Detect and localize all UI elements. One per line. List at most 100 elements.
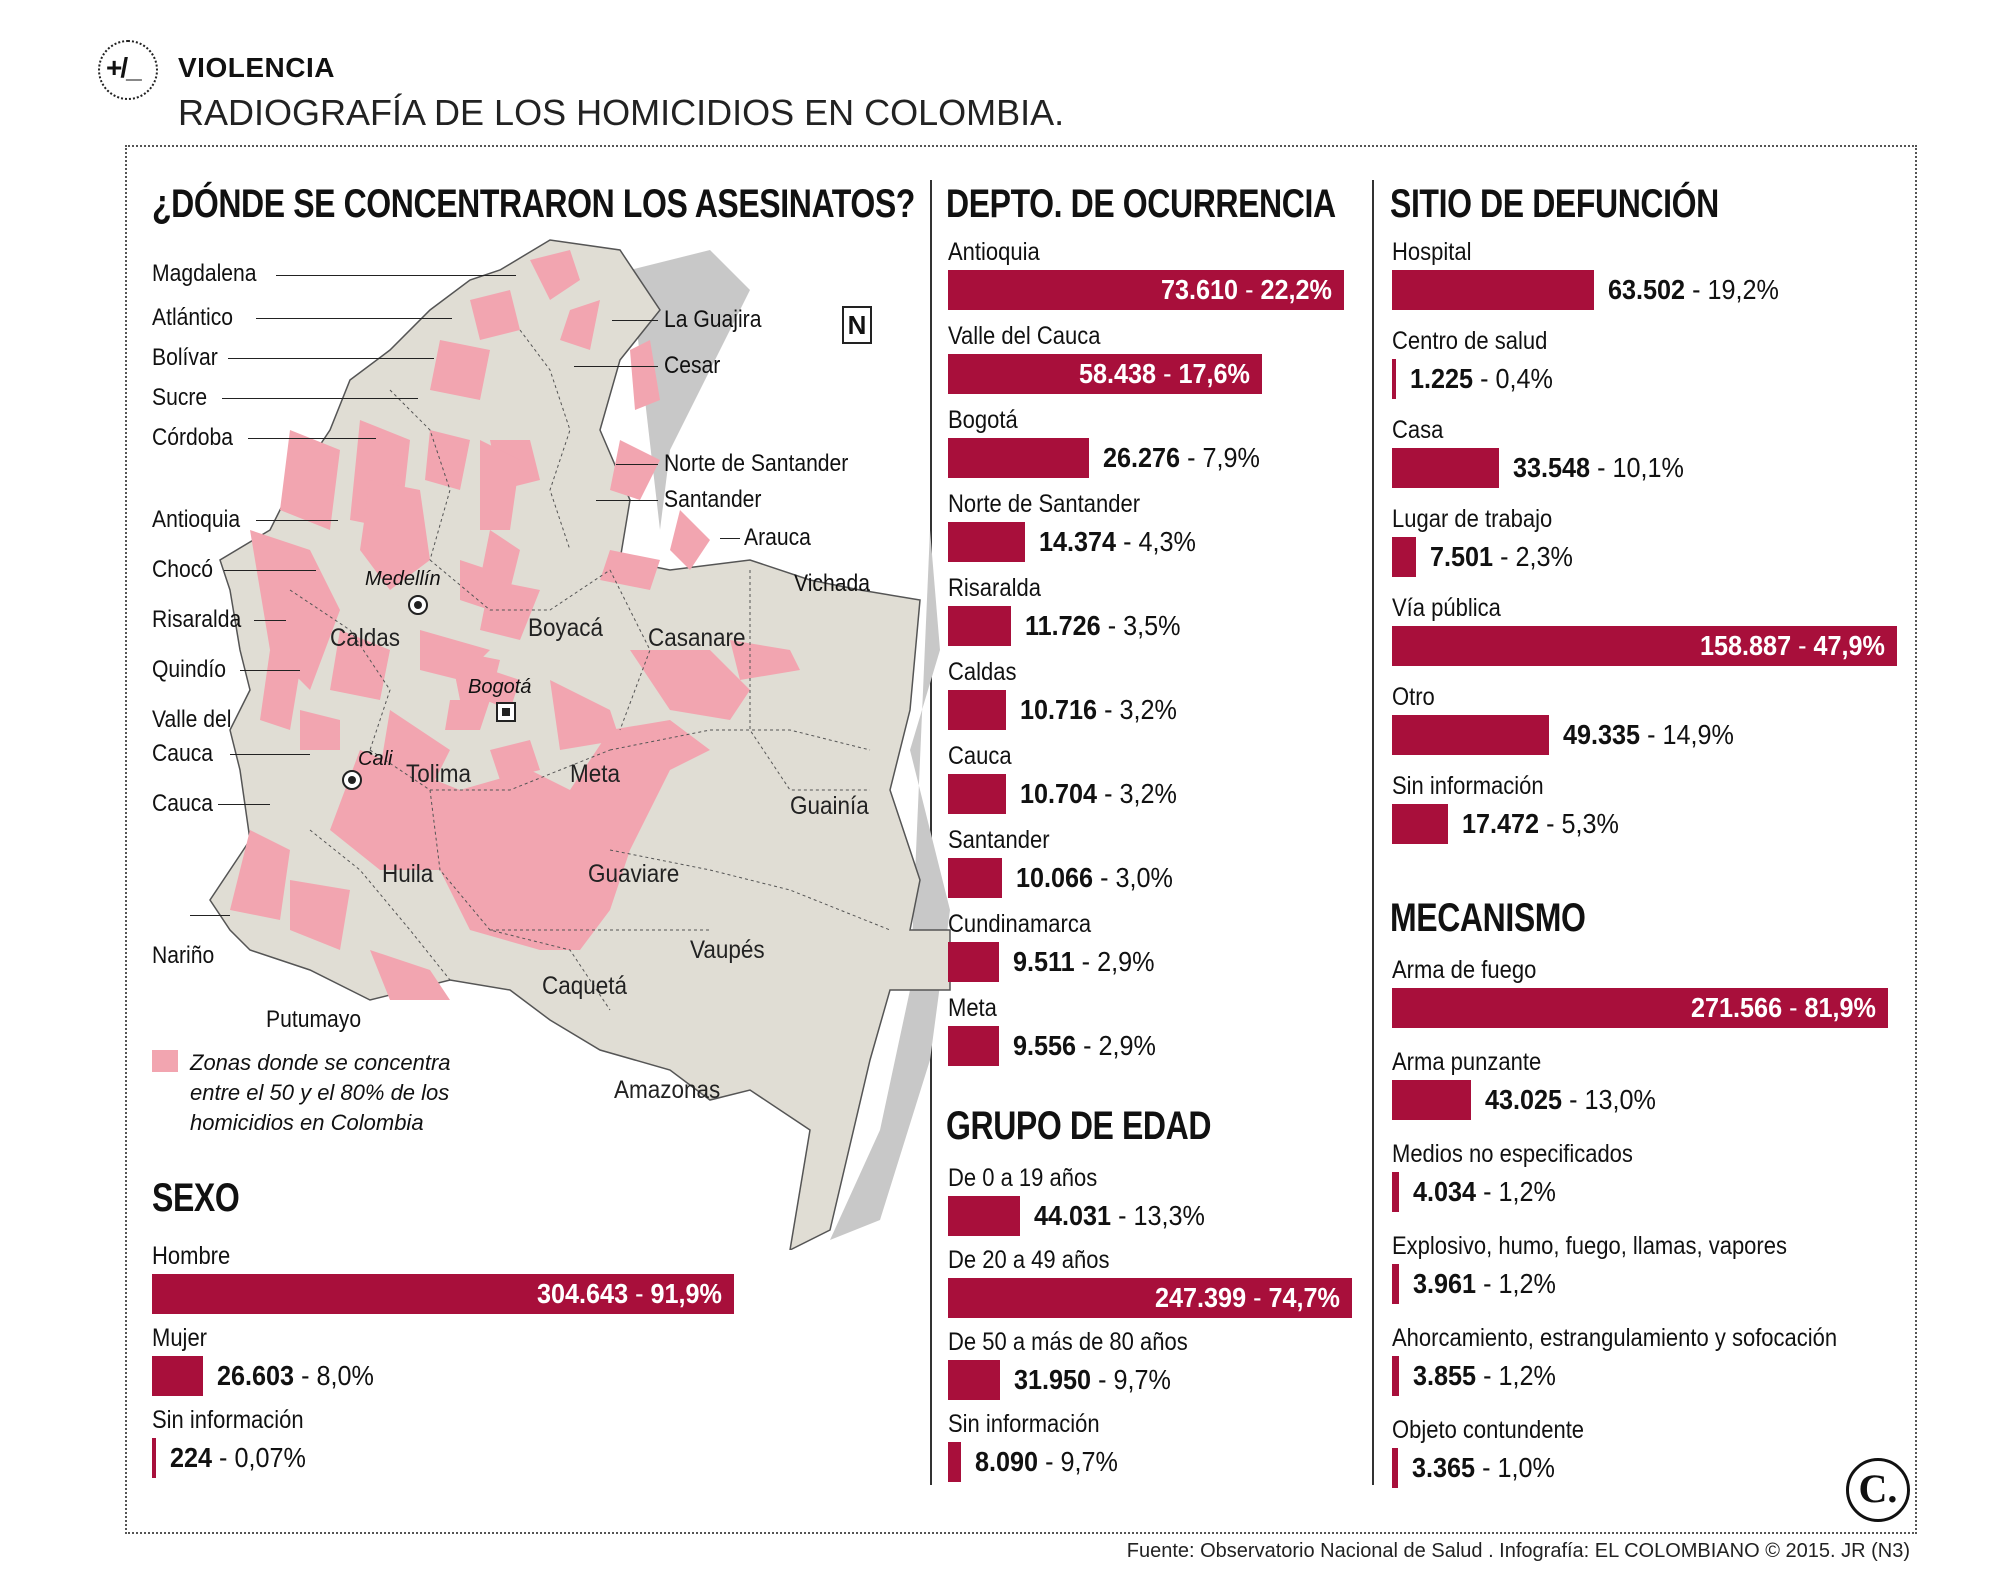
leader-line	[254, 620, 286, 621]
bar	[1392, 1172, 1400, 1212]
leader-line	[230, 754, 310, 755]
map-label: Bolívar	[152, 344, 218, 371]
bar-value-label: 224 - 0,07%	[170, 1442, 306, 1473]
map-label: Atlántico	[152, 304, 234, 331]
bar	[948, 690, 1006, 730]
bar	[1392, 804, 1448, 844]
bar	[152, 1274, 734, 1314]
map-label: Norte de Santander	[664, 450, 849, 477]
column-separator	[1372, 180, 1374, 1485]
bar	[948, 270, 1344, 310]
leader-line	[228, 358, 434, 359]
map-label: Valle del	[152, 706, 232, 733]
legend-line: homicidios en Colombia	[190, 1110, 424, 1135]
bar-value-label: 8.090 - 9,7%	[975, 1446, 1119, 1477]
bar	[1392, 988, 1888, 1028]
bar-value-label: 271.566 - 81,9%	[1691, 992, 1876, 1023]
bar-value-label: 158.887 - 47,9%	[1700, 630, 1885, 661]
bar-value-label: 17.472 - 5,3%	[1461, 808, 1619, 839]
bar	[1392, 626, 1897, 666]
header-kicker: VIOLENCIA	[178, 52, 335, 83]
leader-line	[276, 275, 516, 276]
leader-line	[256, 520, 338, 521]
bar-category-label: Risaralda	[948, 574, 1041, 602]
bar-value-label: 43.025 - 13,0%	[1484, 1084, 1656, 1115]
bar-category-label: Explosivo, humo, fuego, llamas, vapores	[1392, 1232, 1787, 1260]
bar-value-label: 247.399 - 74,7%	[1155, 1282, 1340, 1313]
bar-category-label: Hombre	[152, 1242, 231, 1270]
leader-line	[596, 500, 658, 501]
bar-value-label: 11.726 - 3,5%	[1025, 610, 1181, 641]
map-label: Sucre	[152, 384, 208, 411]
department-boundaries	[289, 329, 891, 1011]
map-label: Santander	[664, 486, 762, 513]
colombia-map	[209, 239, 951, 1250]
bar	[1392, 1264, 1400, 1304]
legend-text: Zonas donde se concentra entre el 50 y e…	[190, 1048, 451, 1138]
column-separator	[930, 180, 932, 1485]
dept-label: Vaupés	[690, 936, 765, 964]
bar-value-label: 7.501 - 2,3%	[1429, 541, 1573, 572]
leader-line	[612, 320, 658, 321]
dept-label: Boyacá	[528, 614, 604, 642]
bar-category-label: Santander	[948, 826, 1050, 854]
leader-line	[190, 915, 230, 916]
bar-category-label: Meta	[948, 994, 997, 1022]
city-marker-icon	[342, 770, 362, 790]
brand-logo: C.	[1846, 1458, 1910, 1522]
bar-category-label: Ahorcamiento, estrangulamiento y sofocac…	[1392, 1324, 1838, 1352]
dept-label: Meta	[570, 760, 621, 788]
dept-label: Huila	[382, 860, 434, 888]
map-label: Arauca	[744, 524, 811, 551]
bar	[948, 1026, 1000, 1066]
bar	[1392, 537, 1416, 577]
bar	[948, 1196, 1020, 1236]
dept-label: Caquetá	[542, 972, 628, 1000]
leader-line	[218, 804, 270, 805]
bar	[948, 858, 1003, 898]
brand-mark: C.	[1858, 1466, 1898, 1511]
bar-category-label: Cundinamarca	[948, 910, 1092, 938]
bar-category-label: Cauca	[948, 742, 1012, 770]
legend-swatch	[152, 1050, 178, 1072]
legend-line: Zonas donde se concentra	[190, 1050, 451, 1075]
bar	[948, 942, 1000, 982]
leader-line	[720, 538, 740, 539]
bar-category-label: De 0 a 19 años	[948, 1164, 1098, 1192]
bar-category-label: Sin información	[152, 1406, 304, 1434]
chart-title-depto: DEPTO. DE OCURRENCIA	[946, 182, 1336, 226]
bar-category-label: Caldas	[948, 658, 1017, 686]
bar	[1392, 1356, 1400, 1396]
leader-line	[224, 570, 316, 571]
bar-value-label: 63.502 - 19,2%	[1607, 274, 1779, 305]
bar-category-label: Otro	[1392, 683, 1435, 711]
bar-category-label: Mujer	[152, 1324, 208, 1352]
bar-category-label: Bogotá	[948, 406, 1018, 434]
bar-category-label: Casa	[1392, 416, 1444, 444]
bar	[152, 1438, 156, 1478]
bar-value-label: 26.603 - 8,0%	[216, 1360, 374, 1391]
bar-value-label: 44.031 - 13,3%	[1033, 1200, 1205, 1231]
dept-label: Caldas	[330, 624, 401, 652]
bar	[948, 522, 1026, 562]
bar	[1392, 715, 1549, 755]
dept-label: Tolima	[406, 760, 472, 788]
bar-value-label: 4.034 - 1,2%	[1413, 1176, 1557, 1207]
bar-category-label: De 50 a más de 80 años	[948, 1328, 1188, 1356]
bar-category-label: Sin información	[1392, 772, 1544, 800]
map-label: Chocó	[152, 556, 214, 583]
bar-value-label: 1.225 - 0,4%	[1410, 363, 1553, 394]
north-arrow-icon: N	[842, 306, 872, 344]
map-label: Cauca	[152, 740, 214, 767]
chart-title-mecanismo: MECANISMO	[1390, 896, 1586, 940]
bar-category-label: Hospital	[1392, 238, 1472, 266]
leader-line	[574, 366, 658, 367]
bar-category-label: Norte de Santander	[948, 490, 1141, 518]
bar-value-label: 49.335 - 14,9%	[1562, 719, 1734, 750]
map-label: Cauca	[152, 790, 214, 817]
bar-category-label: Vía pública	[1392, 594, 1501, 622]
bar	[1392, 1448, 1399, 1488]
bar-value-label: 26.276 - 7,9%	[1103, 442, 1261, 473]
bar	[948, 354, 1263, 394]
bar-category-label: De 20 a 49 años	[948, 1246, 1110, 1274]
